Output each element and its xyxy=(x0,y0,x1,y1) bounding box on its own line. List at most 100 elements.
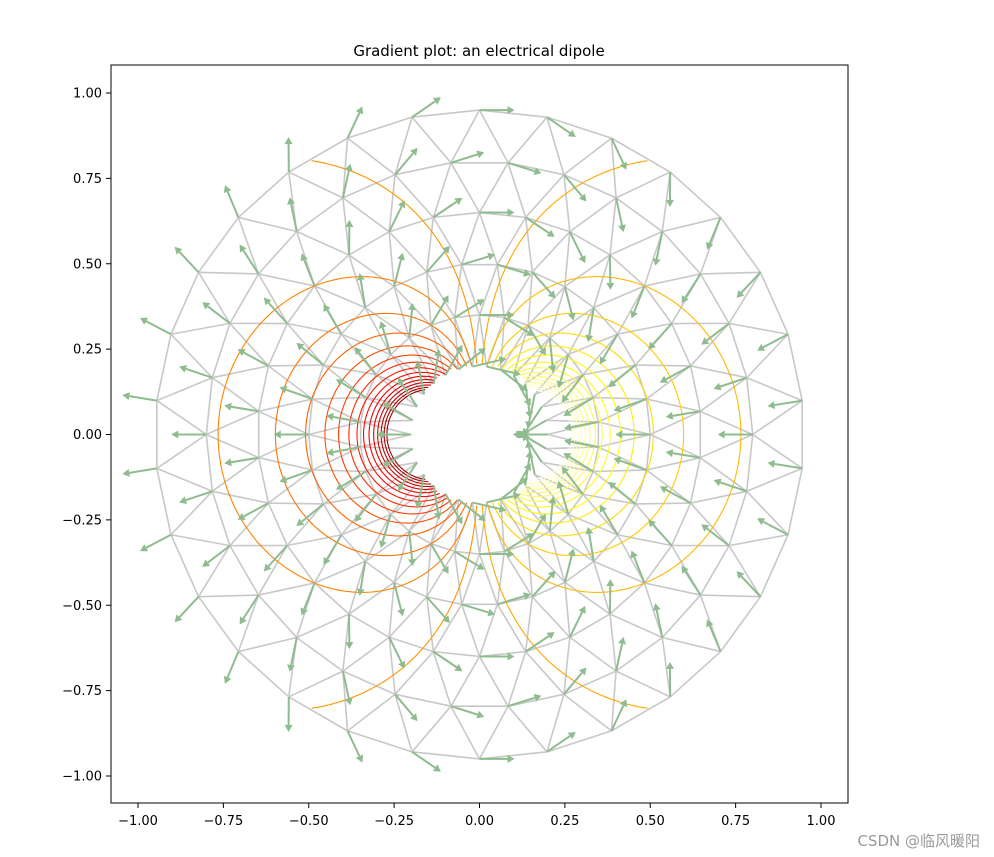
gradient-arrow-head xyxy=(354,347,363,355)
gradient-arrow-head xyxy=(287,664,295,672)
mesh-edge xyxy=(308,433,361,448)
gradient-arrow-head xyxy=(122,468,130,477)
mesh-edge xyxy=(662,636,721,653)
gradient-arrow-head xyxy=(414,501,423,509)
contour-line xyxy=(383,386,429,483)
gradient-arrow xyxy=(507,161,536,173)
mesh-edge xyxy=(759,534,789,598)
gradient-arrow xyxy=(267,302,289,325)
gradient-arrow xyxy=(615,643,624,672)
gradient-arrow-head xyxy=(344,163,353,172)
mesh-edge xyxy=(156,376,213,402)
mesh-edge xyxy=(411,705,452,753)
mesh-edge xyxy=(288,670,344,698)
gradient-arrow-head xyxy=(767,460,776,468)
contour-line xyxy=(274,312,468,557)
gradient-arrow xyxy=(432,650,458,669)
mesh-edge xyxy=(669,171,722,219)
gradient-arrow xyxy=(381,514,392,542)
mesh-edge xyxy=(205,434,214,492)
gradient-arrow-head xyxy=(757,518,766,526)
mesh-edge xyxy=(322,503,343,536)
mesh-edge xyxy=(496,603,527,653)
gradient-arrow xyxy=(358,493,377,518)
mesh-edge xyxy=(237,217,260,275)
gradient-arrow-head xyxy=(408,303,416,311)
gradient-arrow-head xyxy=(507,106,515,115)
gradient-arrow-head xyxy=(619,161,627,170)
mesh-edge xyxy=(348,231,390,256)
mesh-edge xyxy=(478,656,509,707)
mesh-edge xyxy=(728,533,789,547)
mesh-edge xyxy=(388,596,428,638)
gradient-arrow-head xyxy=(713,478,722,487)
mesh-edge xyxy=(257,594,298,639)
mesh-edge xyxy=(198,594,259,598)
mesh-edge xyxy=(426,271,456,319)
gradient-arrow-head xyxy=(681,565,689,574)
gradient-arrow-head xyxy=(397,608,405,617)
gradient-arrow xyxy=(588,533,595,562)
gradient-arrow xyxy=(185,490,213,502)
gradient-arrow-head xyxy=(140,317,148,325)
gradient-arrow-head xyxy=(619,699,627,708)
gradient-arrow xyxy=(633,556,646,584)
gradient-arrow-head xyxy=(356,273,365,281)
gradient-arrow xyxy=(565,471,584,495)
mesh-edge xyxy=(609,613,617,672)
gradient-arrow-head xyxy=(547,570,556,579)
gradient-arrow-head xyxy=(378,540,387,548)
mesh-edge xyxy=(546,116,612,139)
mesh-edge xyxy=(312,396,366,400)
mesh-edge xyxy=(546,116,565,175)
gradient-arrow xyxy=(559,487,570,515)
mesh-edge xyxy=(644,273,701,287)
gradient-arrow xyxy=(615,197,624,226)
gradient-arrow-head xyxy=(563,408,572,416)
mesh-edge xyxy=(507,162,527,218)
mesh-edge xyxy=(609,230,663,256)
mesh-edge xyxy=(323,364,377,376)
gradient-arrow-head xyxy=(239,616,247,625)
mesh-edge xyxy=(546,446,599,450)
gradient-arrow-head xyxy=(284,724,293,732)
watermark: CSDN @临风暖阳 xyxy=(857,832,980,850)
mesh-edge xyxy=(527,543,566,583)
gradient-arrow xyxy=(400,461,418,487)
mesh-edge xyxy=(546,419,599,423)
mesh-edge xyxy=(394,162,452,176)
gradient-arrow xyxy=(301,346,325,366)
mesh-edge xyxy=(286,503,325,547)
gradient-arrow-head xyxy=(487,252,496,261)
mesh-edge xyxy=(512,325,529,376)
mesh-edge xyxy=(719,596,762,653)
mesh-edge xyxy=(616,333,637,366)
mesh-edge xyxy=(499,324,529,370)
gradient-arrow xyxy=(432,355,439,384)
gradient-arrow-head xyxy=(615,430,623,439)
gradient-arrow-head xyxy=(706,241,714,250)
gradient-arrow-head xyxy=(476,150,485,159)
gradient-arrow-head xyxy=(585,334,594,343)
gradient-arrow-head xyxy=(336,379,345,387)
gradient-arrow-head xyxy=(442,615,450,624)
gradient-arrow-head xyxy=(279,385,288,394)
gradient-arrow xyxy=(285,388,313,400)
x-tick-label: −0.50 xyxy=(289,814,329,829)
mesh-edge xyxy=(460,604,481,657)
gradient-arrow xyxy=(665,488,692,504)
mesh-edge xyxy=(746,376,803,402)
gradient-arrow xyxy=(303,582,316,610)
mesh-edge xyxy=(611,696,671,732)
mesh-edge xyxy=(507,116,548,164)
mesh-edge xyxy=(347,730,413,753)
mesh-edge xyxy=(460,264,481,316)
gradient-arrow xyxy=(613,485,637,505)
gradient-arrow xyxy=(450,705,478,716)
gradient-arrow-head xyxy=(326,448,334,457)
gradient-arrow-head xyxy=(666,200,674,207)
gradient-arrow-head xyxy=(323,304,331,313)
mesh-edge xyxy=(525,174,565,218)
mesh-edge xyxy=(314,582,350,615)
gradient-arrow xyxy=(301,503,325,523)
